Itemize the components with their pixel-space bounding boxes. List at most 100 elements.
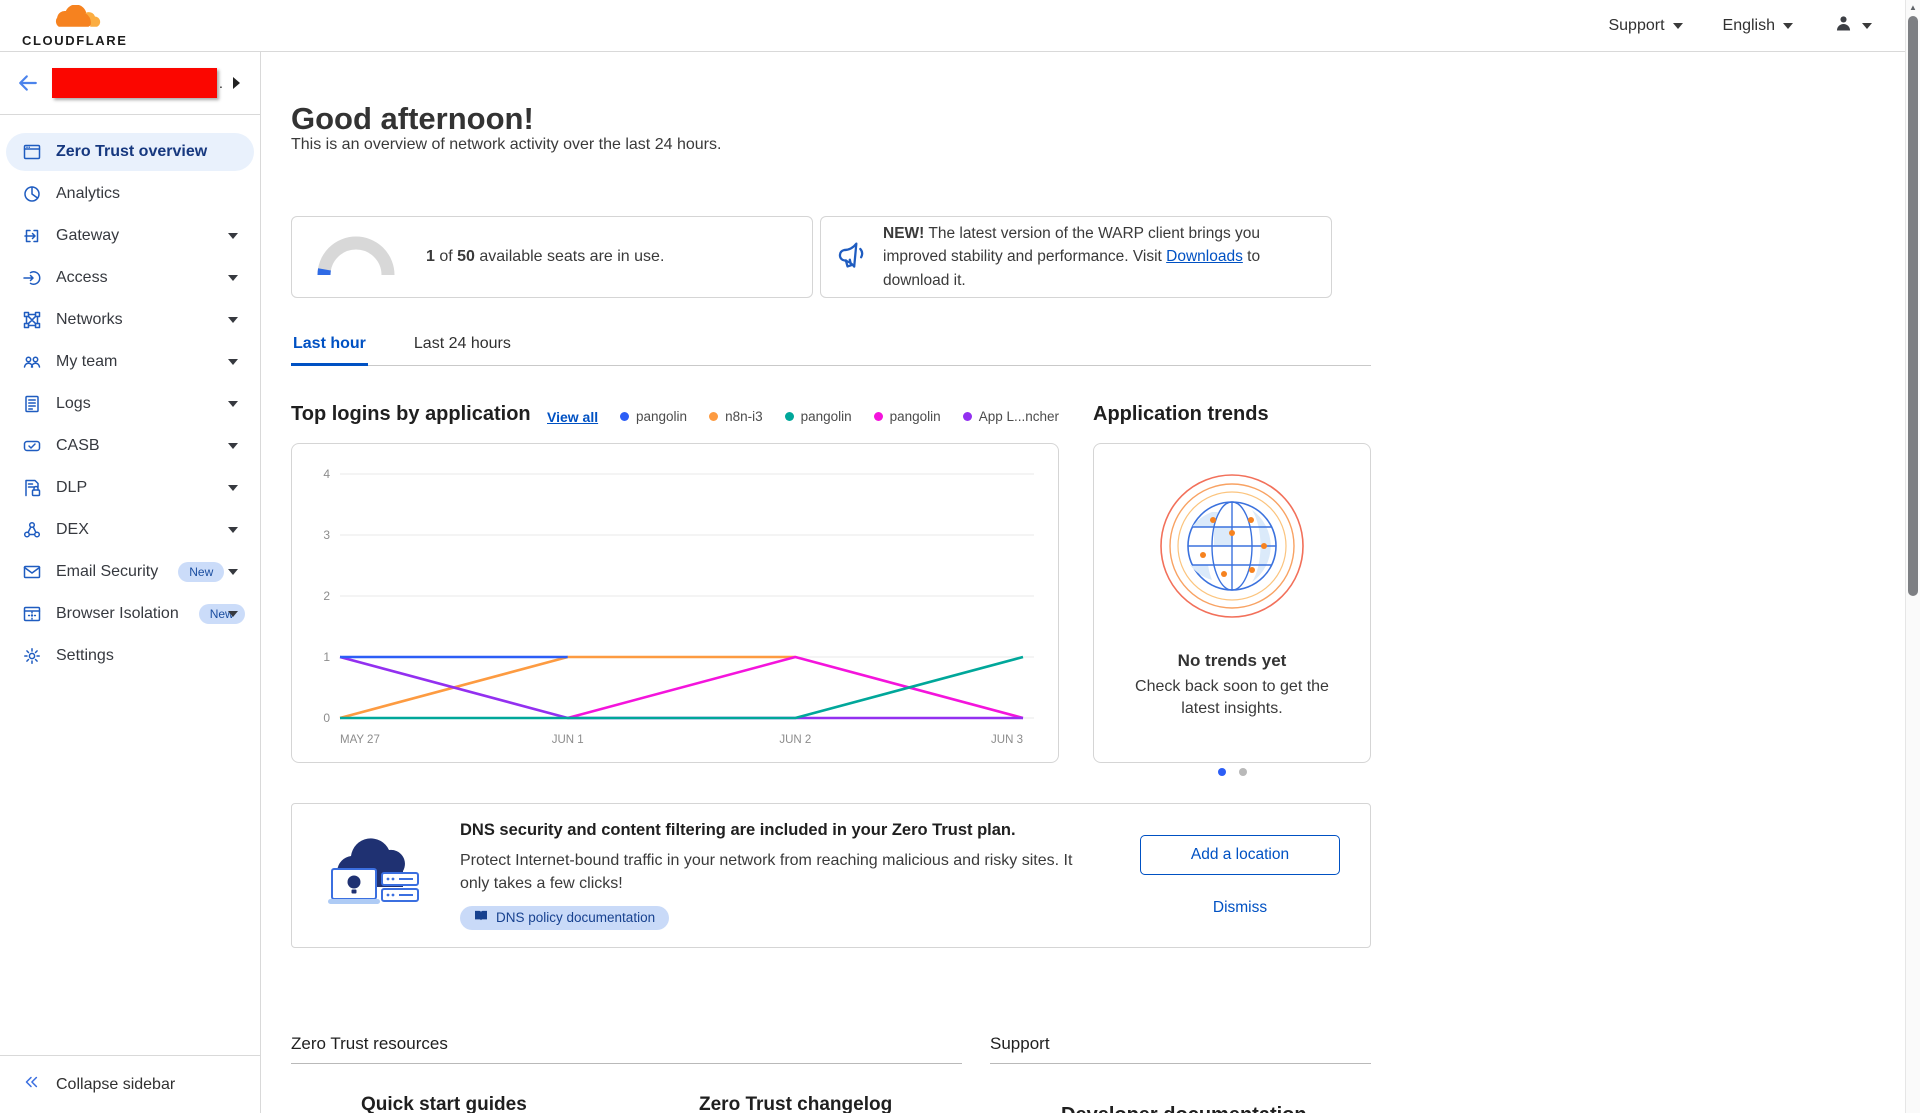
globe-illustration bbox=[1156, 474, 1308, 626]
downloads-link[interactable]: Downloads bbox=[1166, 248, 1243, 266]
topbar: CLOUDFLARE Support English bbox=[0, 0, 1920, 52]
sidebar-item-my-team[interactable]: My team bbox=[6, 343, 254, 381]
quick-start-guides-link[interactable]: Quick start guides bbox=[361, 1094, 527, 1113]
support-menu[interactable]: Support bbox=[1608, 17, 1683, 35]
sidebar-item-networks[interactable]: Networks bbox=[6, 301, 254, 339]
dns-banner-title: DNS security and content filtering are i… bbox=[460, 820, 1016, 839]
dlp-icon bbox=[22, 478, 42, 498]
dns-policy-doc-link[interactable]: DNS policy documentation bbox=[460, 906, 670, 931]
line-chart-svg: 0 1 2 3 4 MAY 27 JUN 1 JUN 2 JUN 3 bbox=[323, 467, 1034, 746]
developer-documentation-link[interactable]: Developer documentation bbox=[1061, 1104, 1307, 1113]
collapse-sidebar-button[interactable]: Collapse sidebar bbox=[0, 1055, 260, 1113]
tab-last-24-hours[interactable]: Last 24 hours bbox=[413, 335, 511, 352]
chevron-down-icon bbox=[1783, 22, 1793, 29]
dns-banner-text: DNS security and content filtering are i… bbox=[460, 820, 1098, 931]
scroll-up-arrow[interactable]: ▲ bbox=[1909, 3, 1917, 12]
legend-item: App L...ncher bbox=[962, 409, 1059, 424]
overview-icon bbox=[22, 142, 42, 162]
series-line bbox=[567, 655, 1024, 720]
access-icon bbox=[22, 268, 42, 288]
time-range-tabs: Last hour Last 24 hours bbox=[291, 335, 1371, 366]
cloudflare-cloud-icon bbox=[48, 4, 102, 33]
divider bbox=[291, 1063, 962, 1064]
legend-item: pangolin bbox=[620, 409, 687, 424]
chevron-down-icon bbox=[228, 275, 238, 281]
sidebar-item-analytics[interactable]: Analytics bbox=[6, 175, 254, 213]
sidebar: . Zero Trust overview Analytics Gateway Acc… bbox=[0, 52, 261, 1113]
account-switcher: . bbox=[0, 52, 260, 115]
add-location-button[interactable]: Add a location bbox=[1140, 834, 1340, 875]
no-trends-text: Check back soon to get the latest insigh… bbox=[1135, 678, 1329, 717]
account-menu[interactable] bbox=[1833, 13, 1872, 39]
analytics-icon bbox=[22, 184, 42, 204]
chevron-down-icon bbox=[1862, 22, 1872, 29]
sidebar-item-email-security[interactable]: Email Security New bbox=[6, 553, 254, 591]
dns-banner-body: Protect Internet-bound traffic in your n… bbox=[460, 851, 1073, 892]
view-all-link[interactable]: View all bbox=[547, 409, 599, 425]
dismiss-link[interactable]: Dismiss bbox=[1212, 898, 1268, 916]
new-badge: New bbox=[178, 562, 225, 582]
svg-text:2: 2 bbox=[323, 589, 330, 603]
tab-last-hour[interactable]: Last hour bbox=[291, 335, 368, 366]
chevron-down-icon bbox=[228, 527, 238, 533]
dex-icon bbox=[22, 520, 42, 540]
main-content: Good afternoon! This is an overview of n… bbox=[261, 52, 1905, 1113]
sidebar-item-dex[interactable]: DEX bbox=[6, 511, 254, 549]
sidebar-item-zero-trust-overview[interactable]: Zero Trust overview bbox=[6, 133, 254, 171]
page-title: Good afternoon! bbox=[291, 100, 534, 136]
cloudflare-wordmark: CLOUDFLARE bbox=[22, 32, 128, 48]
user-icon bbox=[1833, 13, 1854, 39]
networks-icon bbox=[22, 310, 42, 330]
cloudflare-logo[interactable]: CLOUDFLARE bbox=[22, 4, 128, 48]
sidebar-item-casb[interactable]: CASB bbox=[6, 427, 254, 465]
svg-text:1: 1 bbox=[323, 650, 330, 664]
browser-isolation-icon bbox=[22, 604, 42, 624]
sidebar-item-settings[interactable]: Settings bbox=[6, 637, 254, 675]
seats-card: 1 of 50 available seats are in use. bbox=[291, 216, 813, 298]
sidebar-item-logs[interactable]: Logs bbox=[6, 385, 254, 423]
svg-text:JUN 3: JUN 3 bbox=[991, 734, 1023, 746]
application-trends-card: No trends yet Check back soon to get the… bbox=[1093, 443, 1371, 763]
account-name-suffix: . bbox=[219, 75, 223, 91]
chevron-right-icon[interactable] bbox=[232, 77, 240, 89]
seats-gauge bbox=[314, 231, 398, 284]
settings-icon bbox=[22, 646, 42, 666]
resources-section-title: Zero Trust resources bbox=[291, 1034, 448, 1053]
application-trends-title: Application trends bbox=[1093, 403, 1269, 425]
language-menu[interactable]: English bbox=[1723, 17, 1793, 35]
svg-text:MAY 27: MAY 27 bbox=[340, 734, 380, 746]
zero-trust-changelog-link[interactable]: Zero Trust changelog bbox=[699, 1094, 893, 1113]
chevron-down-icon bbox=[228, 401, 238, 407]
email-security-icon bbox=[22, 562, 42, 582]
legend-item: pangolin bbox=[873, 409, 941, 424]
team-icon bbox=[22, 352, 42, 372]
sidebar-item-gateway[interactable]: Gateway bbox=[6, 217, 254, 255]
sidebar-item-browser-isolation[interactable]: Browser Isolation New bbox=[6, 595, 254, 633]
legend-item: pangolin bbox=[784, 409, 852, 424]
new-badge: New bbox=[198, 604, 245, 624]
svg-text:JUN 1: JUN 1 bbox=[552, 734, 584, 746]
divider bbox=[990, 1063, 1371, 1064]
svg-text:4: 4 bbox=[323, 467, 330, 481]
support-section-title: Support bbox=[990, 1034, 1050, 1053]
megaphone-icon bbox=[837, 239, 869, 276]
carousel-dot-2[interactable] bbox=[1238, 768, 1247, 776]
dns-banner-actions: Add a location Dismiss bbox=[1134, 834, 1346, 917]
page-scrollbar[interactable]: ▲ bbox=[1905, 0, 1920, 1113]
sidebar-item-dlp[interactable]: DLP bbox=[6, 469, 254, 507]
chart-legend: pangolin n8n-i3 pangolin pangolin App L...nc… bbox=[620, 409, 1059, 424]
sidebar-item-access[interactable]: Access bbox=[6, 259, 254, 297]
scrollbar-thumb[interactable] bbox=[1908, 16, 1918, 596]
account-name-redacted[interactable] bbox=[52, 68, 217, 98]
chevron-down-icon bbox=[228, 485, 238, 491]
chevron-down-icon bbox=[1672, 22, 1683, 29]
warp-notice-card: NEW! The latest version of the WARP clie… bbox=[820, 216, 1332, 298]
back-arrow-icon[interactable] bbox=[16, 71, 40, 95]
double-chevron-left-icon bbox=[22, 1073, 40, 1096]
carousel-dot-1[interactable] bbox=[1217, 768, 1226, 776]
book-icon bbox=[474, 910, 488, 925]
no-trends-title: No trends yet bbox=[1177, 651, 1287, 670]
chevron-down-icon bbox=[228, 569, 238, 575]
gateway-icon bbox=[22, 226, 42, 246]
top-logins-title: Top logins by application bbox=[291, 403, 531, 425]
